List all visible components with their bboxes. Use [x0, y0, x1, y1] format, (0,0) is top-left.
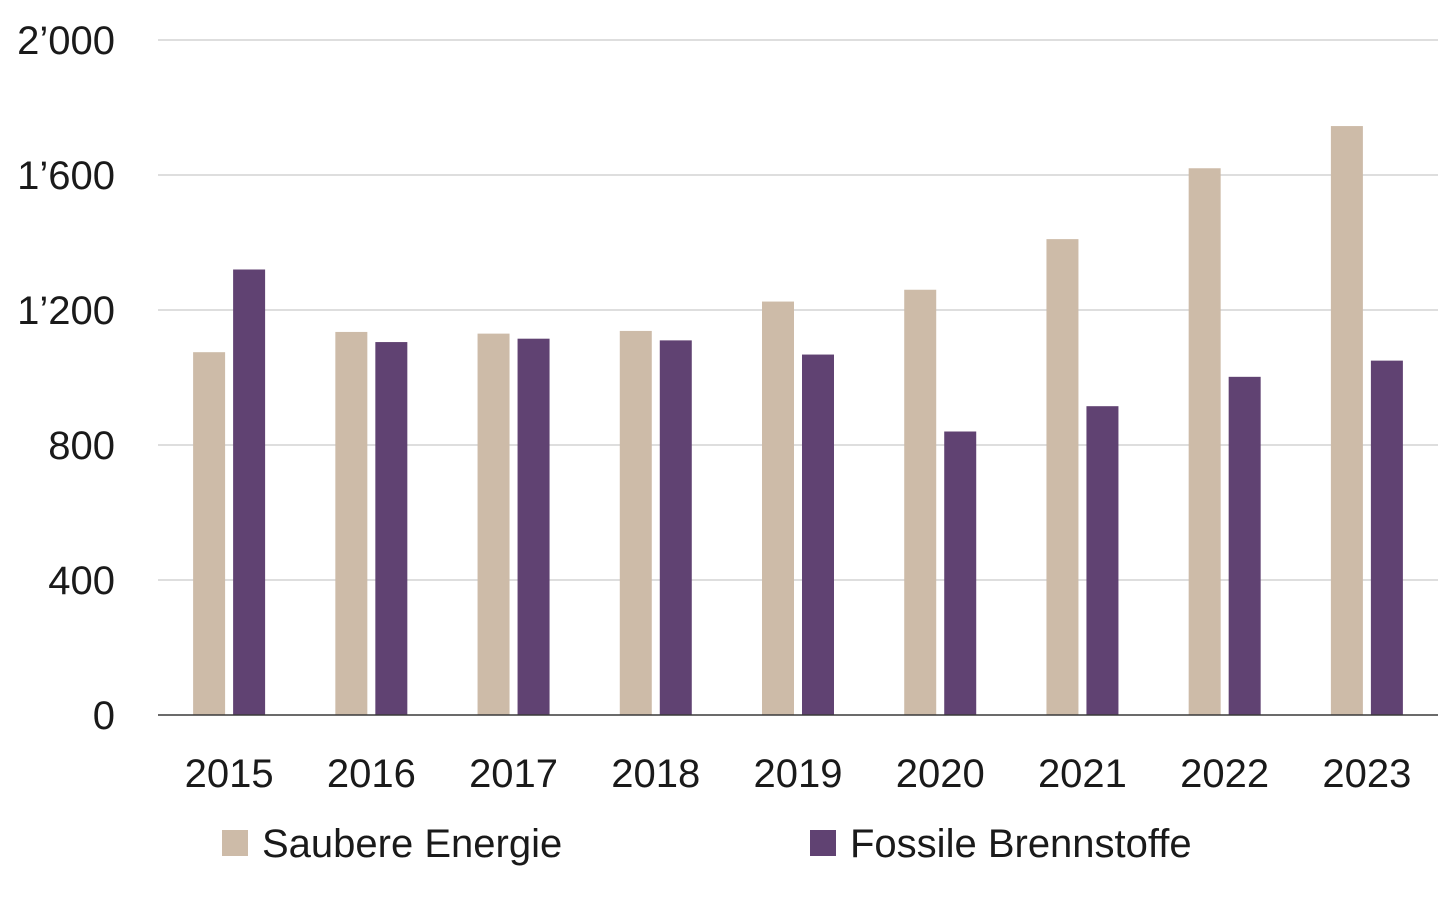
bar-fossile-brennstoffe-2019	[802, 354, 834, 715]
x-tick-label: 2022	[1180, 752, 1269, 796]
bar-fossile-brennstoffe-2021	[1086, 406, 1119, 715]
x-tick-label: 2018	[611, 752, 700, 796]
bar-saubere-energie-2015	[193, 352, 226, 715]
y-axis-tick-labels: 0 400 800 1’200 1’600 2’000	[17, 19, 115, 738]
bar-saubere-energie-2019	[762, 301, 794, 715]
y-tick-label: 0	[93, 694, 115, 738]
bar-saubere-energie-2016	[335, 331, 368, 715]
x-tick-label: 2021	[1038, 752, 1127, 796]
legend-swatch-fossile-brennstoffe	[810, 830, 836, 856]
bar-fossile-brennstoffe-2023	[1370, 360, 1403, 715]
bar-fossile-brennstoffe-2018	[659, 340, 692, 715]
bar-fossile-brennstoffe-2022	[1228, 376, 1261, 715]
x-tick-label: 2019	[754, 752, 843, 796]
bar-saubere-energie-2018	[619, 330, 652, 715]
x-tick-label: 2023	[1322, 752, 1411, 796]
y-tick-label: 1’200	[17, 289, 115, 333]
bar-saubere-energie-2020	[904, 289, 937, 715]
legend-label-fossile-brennstoffe: Fossile Brennstoffe	[850, 822, 1192, 866]
legend: Saubere Energie Fossile Brennstoffe	[222, 822, 1192, 866]
gridlines	[158, 39, 1438, 581]
bar-fossile-brennstoffe-2017	[517, 338, 550, 715]
bar-fossile-brennstoffe-2016	[375, 342, 408, 715]
x-tick-label: 2020	[896, 752, 985, 796]
x-axis-tick-labels: 2015 2016 2017 2018 2019 2020 2021 2022 2023	[185, 752, 1412, 796]
bar-saubere-energie-2021	[1046, 239, 1079, 715]
bar-saubere-energie-2022	[1188, 168, 1221, 715]
bar-fossile-brennstoffe-2015	[233, 269, 266, 715]
legend-label-saubere-energie: Saubere Energie	[262, 822, 562, 866]
bar-saubere-energie-2017	[477, 333, 510, 715]
bars	[193, 126, 1403, 715]
bar-fossile-brennstoffe-2020	[944, 431, 977, 715]
x-tick-label: 2015	[185, 752, 274, 796]
y-tick-label: 1’600	[17, 154, 115, 198]
x-tick-label: 2017	[469, 752, 558, 796]
x-tick-label: 2016	[327, 752, 416, 796]
y-tick-label: 400	[48, 559, 115, 603]
y-tick-label: 2’000	[17, 19, 115, 63]
legend-swatch-saubere-energie	[222, 830, 248, 856]
y-tick-label: 800	[48, 424, 115, 468]
bar-saubere-energie-2023	[1330, 126, 1363, 715]
